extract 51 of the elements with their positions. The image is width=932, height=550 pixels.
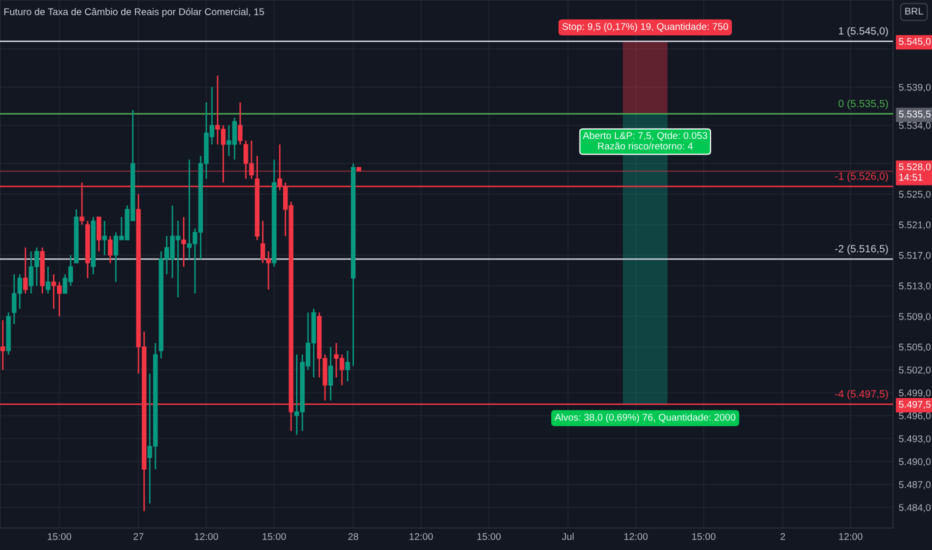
x-tick-label: 15:00: [692, 533, 716, 540]
candlestick: [238, 102, 243, 146]
y-tick-label: 5.505,0: [898, 344, 931, 352]
y-tick-label: 5.521,0: [898, 221, 931, 230]
ref-line-label: 0 (5.535,5): [838, 100, 888, 110]
x-tick-label: 2: [780, 533, 786, 540]
y-tick-label: 5.493,0: [898, 435, 931, 444]
legend-label: -1 (5.526,0): [835, 172, 888, 182]
annotation: Alvos: 38,0 (0,69%) 76, Quantidade: 2000: [554, 414, 736, 423]
x-tick-label: 15:00: [477, 533, 501, 540]
candlestick: [23, 246, 28, 294]
text: BRL: [905, 8, 924, 15]
x-tick-label: 15:00: [262, 533, 286, 540]
y-tick-label: 5.513,0: [898, 282, 931, 291]
y-tick-label: 5.499,0: [898, 389, 931, 398]
candlestick: [46, 266, 50, 294]
x-tick-label: Jul: [562, 532, 574, 540]
y-tick-label: 5.545,0: [898, 38, 931, 46]
y-tick-label: 5.497,5: [898, 400, 931, 409]
y-tick-label: 5.496,0: [898, 412, 931, 420]
y-tick-label: 5.484,0: [898, 504, 931, 512]
x-tick-label: 12:00: [624, 533, 648, 540]
candlestick: [96, 216, 102, 252]
text: Futuro de Taxa de Câmbio de Reais por Dólar Comercial, 15: [4, 8, 264, 18]
annotation: Aberto L&P: 7,5, Qtde: 0.053 Razão risco/retorno: 4: [582, 132, 708, 150]
y-tick-label: 5.535,5: [898, 110, 931, 119]
candlestick: [328, 346, 333, 402]
y-tick-label: 5.539,0: [898, 84, 931, 92]
y-tick-label: 5.502,0: [898, 366, 931, 375]
x-tick-label: 28: [348, 533, 358, 540]
x-tick-label: 27: [134, 533, 144, 540]
candlestick: [181, 216, 186, 268]
annotation: Stop: 9,5 (0,17%) 19, Quantidade: 750: [562, 22, 728, 32]
x-tick-label: 12:00: [194, 533, 218, 540]
y-tick-label: 5.490,0: [898, 458, 931, 466]
y-tick-label: 5.487,0: [898, 481, 931, 490]
x-tick-label: 15:00: [48, 533, 72, 540]
ref-line-label: -4 (5.497,5): [835, 390, 888, 400]
y-tick-label: 5.525,0: [898, 190, 931, 199]
candlestick: [345, 350, 350, 382]
x-tick-label: 12:00: [839, 533, 862, 540]
y-tick-label: 5.534,0: [898, 122, 931, 130]
candlestick: [108, 235, 113, 264]
y-tick-label: 5.509,0: [898, 313, 931, 322]
x-tick-label: 12:00: [410, 533, 433, 540]
ref-line-label: 1 (5.545,0): [838, 26, 888, 37]
candlestick: [0, 319, 6, 371]
y-tick-label: 5.517,0: [898, 252, 931, 260]
candlestick: [102, 220, 107, 256]
ref-line-label: -2 (5.516,5): [835, 244, 888, 254]
y-tick-label: 5.528,0 14:51: [898, 163, 931, 181]
